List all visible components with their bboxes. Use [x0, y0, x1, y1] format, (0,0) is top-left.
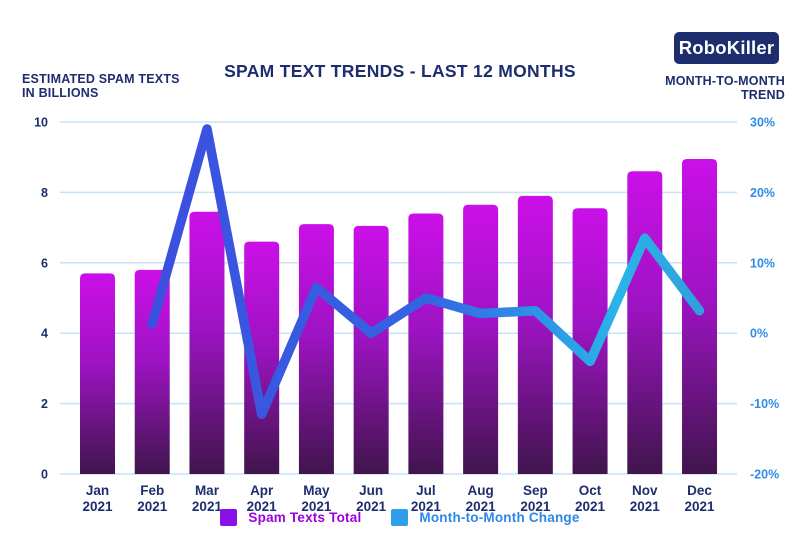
bar-apr — [244, 241, 280, 474]
right-axis-tick: -20% — [750, 468, 779, 482]
left-axis-tick: 8 — [41, 186, 48, 200]
left-axis-title: ESTIMATED SPAM TEXTS IN BILLIONS — [22, 72, 180, 100]
x-axis-label: May 2021 — [301, 483, 332, 514]
x-axis-label: Sep 2021 — [520, 483, 551, 514]
legend-item-line: Month-to-Month Change — [391, 509, 579, 526]
x-axis-labels: Jan 2021 Feb 2021 Mar 2021 Apr 2021 May 2021 Jun 20… — [82, 483, 715, 514]
bars-legend-label: Spam Texts Total — [248, 510, 362, 525]
right-axis-title-line2: TREND — [740, 88, 785, 102]
left-axis-title-line2: IN BILLIONS — [22, 86, 99, 100]
bar-sep — [517, 195, 553, 475]
x-axis-label: Mar 2021 — [192, 483, 223, 514]
x-axis-label: Dec 2021 — [685, 483, 716, 514]
x-axis-label: Oct 2021 — [575, 483, 606, 514]
bar-oct — [572, 208, 608, 475]
trend-line — [147, 124, 705, 419]
legend-item-bars: Spam Texts Total — [220, 509, 361, 526]
bar-jan — [80, 273, 115, 474]
left-axis-tick: 4 — [41, 327, 48, 341]
bar-mar — [189, 211, 225, 474]
bar-may — [298, 224, 334, 474]
bar-aug — [463, 204, 499, 474]
x-axis-label: Jul 2021 — [411, 483, 442, 514]
bar-jun — [353, 225, 389, 474]
left-axis-tick: 0 — [41, 468, 48, 482]
left-axis-tick: 10 — [34, 116, 48, 130]
left-axis-ticks: 10 8 6 4 2 0 — [34, 116, 48, 482]
bar-jul — [408, 213, 444, 474]
right-axis-tick: 20% — [750, 186, 775, 200]
bar-nov — [627, 171, 663, 474]
line-swatch — [391, 509, 409, 526]
right-axis-tick: 0% — [750, 327, 768, 341]
legend: Spam Texts Total Month-to-Month Change — [0, 509, 800, 526]
left-axis-tick: 2 — [41, 397, 48, 411]
x-axis-label: Jun 2021 — [356, 483, 387, 514]
x-axis-label: Aug 2021 — [466, 483, 497, 514]
x-axis-label: Jan 2021 — [82, 483, 113, 514]
bars-series — [80, 158, 718, 475]
right-axis-title: MONTH-TO-MONTH TREND — [665, 74, 785, 102]
bar-dec — [682, 158, 718, 474]
x-axis-label: Feb 2021 — [137, 483, 168, 514]
gridlines — [60, 121, 737, 475]
x-axis-label: Nov 2021 — [630, 483, 661, 514]
robokiller-logo: RoboKiller — [674, 32, 779, 64]
bars-swatch — [220, 509, 238, 526]
bar-feb — [134, 269, 170, 474]
right-axis-tick: 10% — [750, 256, 775, 270]
right-axis-title-line1: MONTH-TO-MONTH — [665, 74, 785, 88]
left-axis-tick: 6 — [41, 256, 48, 270]
right-axis-tick: -10% — [750, 397, 779, 411]
left-axis-title-line1: ESTIMATED SPAM TEXTS — [22, 72, 180, 86]
line-legend-label: Month-to-Month Change — [419, 510, 580, 525]
right-axis-tick: 30% — [750, 116, 775, 130]
right-axis-ticks: 30% 20% 10% 0% -10% -20% — [750, 116, 779, 482]
x-axis-label: Apr 2021 — [247, 483, 278, 514]
chart-title: SPAM TEXT TRENDS - LAST 12 MONTHS — [224, 61, 576, 81]
